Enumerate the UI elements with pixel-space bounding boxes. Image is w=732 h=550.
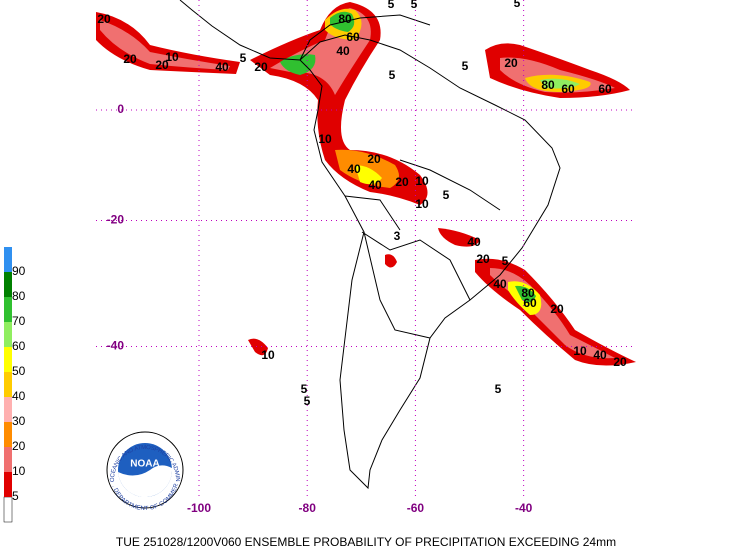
contour-label: 20	[613, 355, 627, 369]
colorbar-label: 40	[12, 389, 26, 403]
contour-label: 80	[338, 12, 352, 26]
colorbar-label: 50	[12, 364, 26, 378]
colorbar-label: 10	[12, 464, 26, 478]
colorbar-label: 70	[12, 314, 26, 328]
logo-name: NOAA	[130, 459, 159, 470]
lon-tick-label: -80	[299, 501, 317, 515]
contour-label: 5	[462, 59, 469, 73]
logo-top: NATIONAL OCEANIC AND ATMOSPHERIC ADMINIS…	[0, 0, 180, 482]
contour-label: 20	[155, 58, 169, 72]
colorbar-label: 80	[12, 289, 26, 303]
colorbar-label: 5	[12, 489, 19, 503]
lon-tick-label: -40	[515, 501, 533, 515]
contour-label: 5	[502, 254, 509, 268]
colorbar-swatch	[4, 472, 12, 497]
map-title: TUE 251028/1200V060 ENSEMBLE PROBABILITY…	[116, 535, 616, 549]
contour-label: 5	[301, 382, 308, 396]
contour-label: 40	[215, 60, 229, 74]
contour-label: 20	[395, 175, 409, 189]
colorbar-swatch	[4, 397, 12, 422]
logo-top-path: NATIONAL OCEANIC AND ATMOSPHERIC ADMINIS…	[0, 0, 180, 482]
contour-label: 80	[521, 286, 535, 300]
colorbar-swatch	[4, 247, 12, 272]
colorbar-swatch	[3, 496, 13, 523]
colorbar-swatch	[4, 422, 12, 447]
coastline	[179, 0, 561, 490]
noaa-logo: NOAA NATIONAL OCEANIC AND ATMOSPHERIC AD…	[0, 0, 184, 512]
contour-label: 20	[504, 56, 518, 70]
colorbar-label: 20	[12, 439, 26, 453]
contour-label: 10	[573, 344, 587, 358]
colorbar-swatch	[4, 322, 12, 347]
contour-label: 10	[415, 174, 429, 188]
contour-label: 40	[593, 348, 607, 362]
contour-label: 5	[388, 0, 395, 11]
contour-label: 5	[389, 68, 396, 82]
lat-tick-label: -20	[107, 213, 125, 227]
contour-label: 40	[347, 162, 361, 176]
contour-label: 40	[368, 178, 382, 192]
contour-label: 60	[346, 30, 360, 44]
contour-label: 40	[467, 235, 481, 249]
colorbar-label: 90	[12, 264, 26, 278]
contour-label: 5	[411, 0, 418, 11]
contour-label: 80	[541, 78, 555, 92]
precip-fields	[96, 2, 636, 366]
contour-label: 5	[495, 382, 502, 396]
contour-label: 5	[514, 0, 521, 10]
lon-tick-label: -100	[187, 501, 211, 515]
contour-label: 5	[443, 188, 450, 202]
contour-label: 10	[415, 197, 429, 211]
colorbar-swatch	[4, 447, 12, 472]
colorbar-label: 30	[12, 414, 26, 428]
colorbar-label: 60	[12, 339, 26, 353]
contour-label: 10	[165, 50, 179, 64]
contour-label: 10	[318, 132, 332, 146]
colorbar-swatch	[4, 347, 12, 372]
contour-label: 60	[598, 82, 612, 96]
contour-label: 60	[523, 296, 537, 310]
lat-tick-label: -40	[107, 339, 125, 353]
contour-label: 40	[336, 44, 350, 58]
contour-label: 20	[123, 52, 137, 66]
contour-label: 60	[561, 82, 575, 96]
colorbar-swatch	[4, 372, 12, 397]
colorbar-swatch	[4, 297, 12, 322]
contour-label: 20	[550, 302, 564, 316]
contour-label: 20	[254, 60, 268, 74]
contour-label: 20	[476, 252, 490, 266]
contour-label: 10	[261, 348, 275, 362]
contour-label: 5	[240, 51, 247, 65]
contour-label: 3	[394, 229, 401, 243]
grid	[96, 0, 636, 498]
contour-label: 40	[493, 277, 507, 291]
contour-label: 20	[97, 12, 111, 26]
lon-tick-label: -60	[407, 501, 425, 515]
contour-label: 20	[367, 152, 381, 166]
lat-tick-label: 0	[117, 102, 124, 116]
contour-label: 5	[304, 394, 311, 408]
colorbar-swatch	[4, 272, 12, 297]
